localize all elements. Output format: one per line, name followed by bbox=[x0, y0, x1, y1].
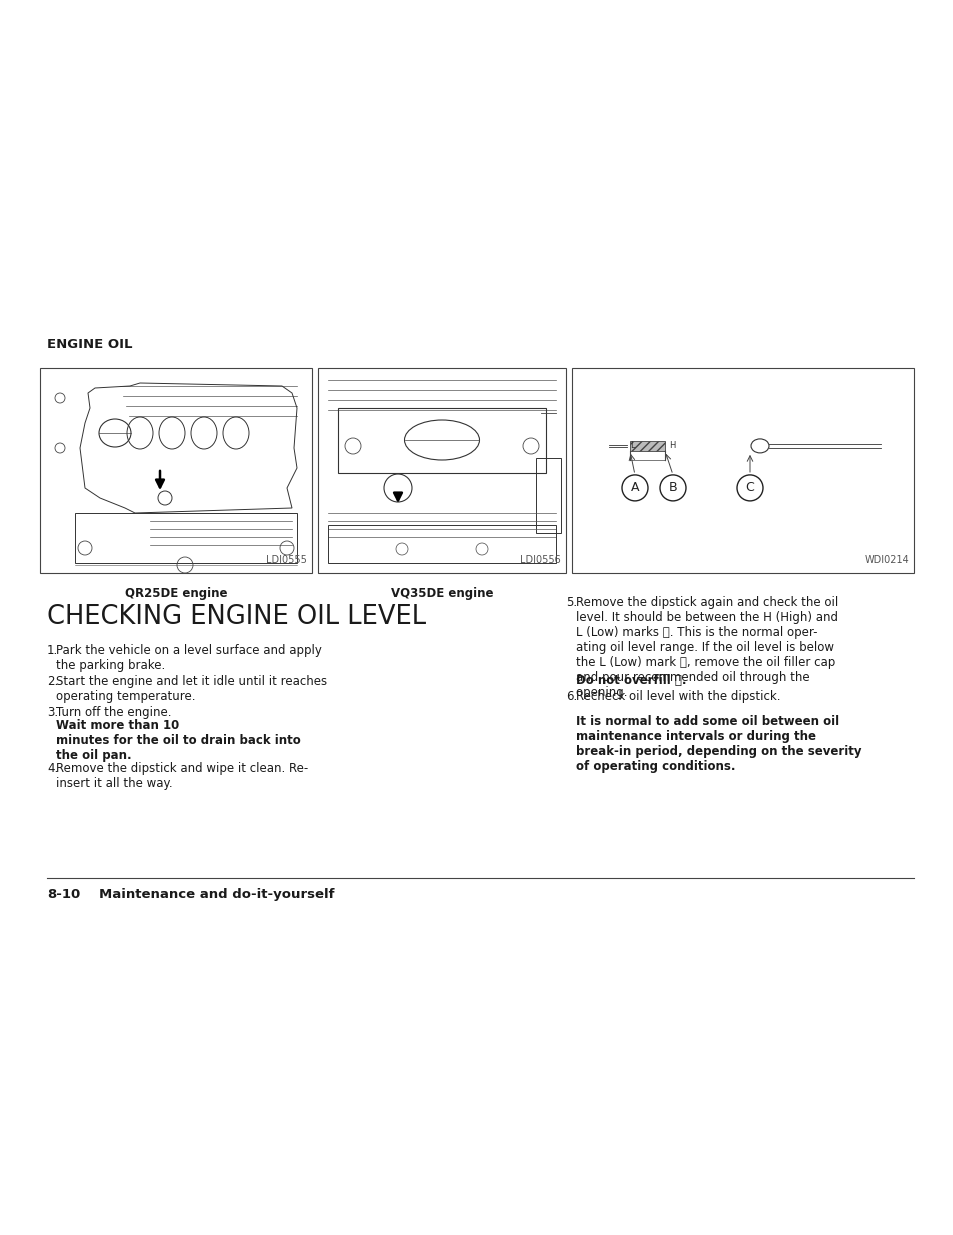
Text: QR25DE engine: QR25DE engine bbox=[125, 587, 227, 600]
Text: Turn off the engine.: Turn off the engine. bbox=[56, 706, 175, 719]
Text: 4.: 4. bbox=[47, 762, 58, 776]
Text: WDI0214: WDI0214 bbox=[863, 555, 908, 564]
Bar bbox=[536, 458, 560, 534]
Bar bbox=[629, 441, 664, 451]
Text: LDI0555: LDI0555 bbox=[266, 555, 307, 564]
Text: Recheck oil level with the dipstick.: Recheck oil level with the dipstick. bbox=[576, 690, 780, 703]
Text: 1.: 1. bbox=[47, 643, 58, 657]
Text: Remove the dipstick and wipe it clean. Re-
insert it all the way.: Remove the dipstick and wipe it clean. R… bbox=[56, 762, 308, 790]
Text: 3.: 3. bbox=[47, 706, 58, 719]
Text: B: B bbox=[668, 482, 677, 494]
Text: 2.: 2. bbox=[47, 676, 58, 688]
Text: Maintenance and do-it-yourself: Maintenance and do-it-yourself bbox=[99, 888, 335, 902]
Bar bbox=[40, 368, 312, 573]
Text: LDI0556: LDI0556 bbox=[519, 555, 560, 564]
Text: VQ35DE engine: VQ35DE engine bbox=[391, 587, 493, 600]
Bar bbox=[75, 513, 296, 563]
Text: Remove the dipstick again and check the oil
level. It should be between the H (H: Remove the dipstick again and check the … bbox=[576, 597, 838, 699]
Text: L: L bbox=[629, 441, 634, 451]
Text: It is normal to add some oil between oil
maintenance intervals or during the
bre: It is normal to add some oil between oil… bbox=[576, 715, 861, 773]
Text: Park the vehicle on a level surface and apply
the parking brake.: Park the vehicle on a level surface and … bbox=[56, 643, 321, 672]
Text: Do not overfill Ⓒ.: Do not overfill Ⓒ. bbox=[576, 674, 686, 687]
Bar bbox=[624, 440, 754, 452]
Bar bbox=[572, 368, 913, 573]
Text: 5.: 5. bbox=[565, 597, 577, 609]
Text: H: H bbox=[668, 441, 675, 451]
Text: Wait more than 10
minutes for the oil to drain back into
the oil pan.: Wait more than 10 minutes for the oil to… bbox=[56, 719, 300, 762]
Bar bbox=[337, 408, 545, 473]
Text: ENGINE OIL: ENGINE OIL bbox=[47, 338, 132, 351]
Bar bbox=[317, 368, 565, 573]
Text: CHECKING ENGINE OIL LEVEL: CHECKING ENGINE OIL LEVEL bbox=[47, 604, 426, 630]
Text: 6.: 6. bbox=[565, 690, 577, 703]
Bar bbox=[328, 525, 556, 563]
Text: Start the engine and let it idle until it reaches
operating temperature.: Start the engine and let it idle until i… bbox=[56, 676, 327, 703]
Text: 8-10: 8-10 bbox=[47, 888, 80, 902]
Text: A: A bbox=[630, 482, 639, 494]
Text: C: C bbox=[745, 482, 754, 494]
FancyBboxPatch shape bbox=[586, 441, 608, 451]
